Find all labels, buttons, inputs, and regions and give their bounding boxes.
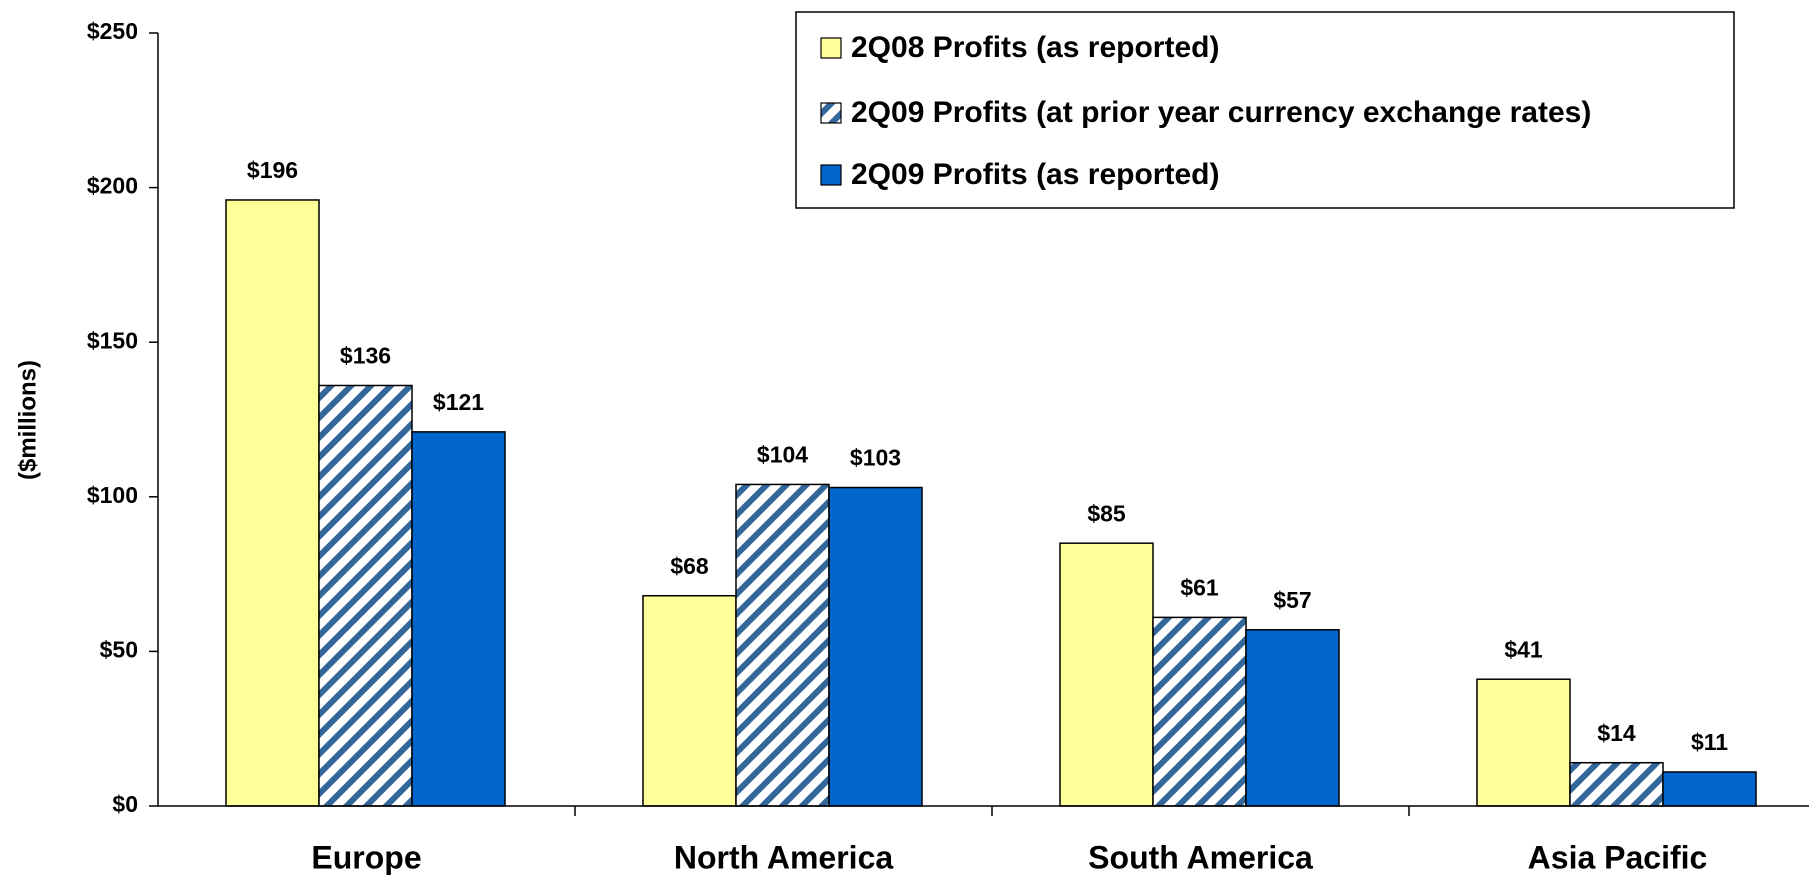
data-label: $61 bbox=[1180, 574, 1219, 600]
legend-label: 2Q09 Profits (at prior year currency exc… bbox=[851, 96, 1591, 129]
x-tick-label: North America bbox=[674, 839, 894, 875]
data-label: $41 bbox=[1504, 636, 1543, 662]
bar bbox=[642, 594, 737, 807]
bar bbox=[828, 486, 923, 807]
x-tick-label: Europe bbox=[311, 839, 421, 875]
y-tick-label: $200 bbox=[87, 173, 138, 199]
legend-label: 2Q08 Profits (as reported) bbox=[851, 31, 1219, 64]
y-axis-label: ($millions) bbox=[14, 360, 41, 480]
data-label: $85 bbox=[1087, 500, 1126, 526]
bar bbox=[1152, 616, 1247, 807]
y-tick-label: $250 bbox=[87, 18, 138, 44]
y-tick-label: $100 bbox=[87, 482, 138, 508]
bar bbox=[1662, 771, 1757, 807]
legend-swatch bbox=[820, 37, 842, 59]
data-label: $11 bbox=[1691, 729, 1728, 755]
legend-swatch bbox=[820, 164, 842, 186]
legend bbox=[795, 11, 1735, 209]
data-label: $121 bbox=[433, 389, 484, 415]
bar bbox=[1059, 542, 1154, 807]
data-label: $104 bbox=[757, 442, 808, 468]
legend-label: 2Q09 Profits (as reported) bbox=[851, 158, 1219, 191]
bar bbox=[1476, 678, 1571, 807]
legend-swatch bbox=[820, 102, 842, 124]
bar bbox=[1569, 761, 1664, 807]
data-label: $196 bbox=[247, 157, 298, 183]
bar bbox=[735, 483, 830, 807]
data-label: $68 bbox=[670, 553, 709, 579]
x-tick-label: Asia Pacific bbox=[1528, 839, 1708, 875]
y-tick-label: $150 bbox=[87, 327, 138, 353]
data-label: $103 bbox=[850, 445, 901, 471]
bar bbox=[411, 431, 506, 807]
y-tick-label: $0 bbox=[112, 791, 138, 817]
bar bbox=[318, 384, 413, 807]
bar bbox=[1245, 629, 1340, 807]
data-label: $14 bbox=[1597, 720, 1636, 746]
bar bbox=[225, 199, 320, 807]
y-tick-label: $50 bbox=[100, 636, 138, 662]
data-label: $57 bbox=[1273, 587, 1311, 613]
x-tick-label: South America bbox=[1088, 839, 1313, 875]
data-label: $136 bbox=[340, 343, 391, 369]
